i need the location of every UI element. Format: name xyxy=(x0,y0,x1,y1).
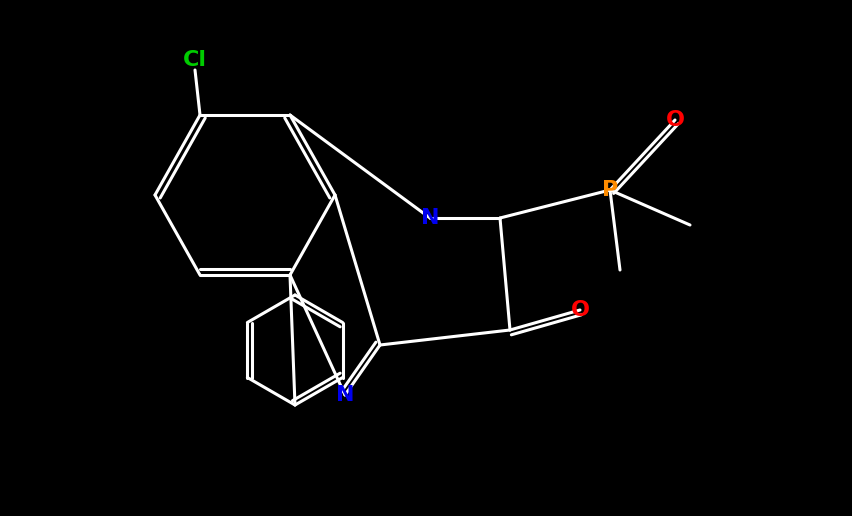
Text: N: N xyxy=(336,385,354,405)
Text: P: P xyxy=(602,180,618,200)
Text: Cl: Cl xyxy=(183,50,207,70)
Text: O: O xyxy=(665,110,683,130)
Text: N: N xyxy=(420,208,439,228)
Text: O: O xyxy=(570,300,589,320)
